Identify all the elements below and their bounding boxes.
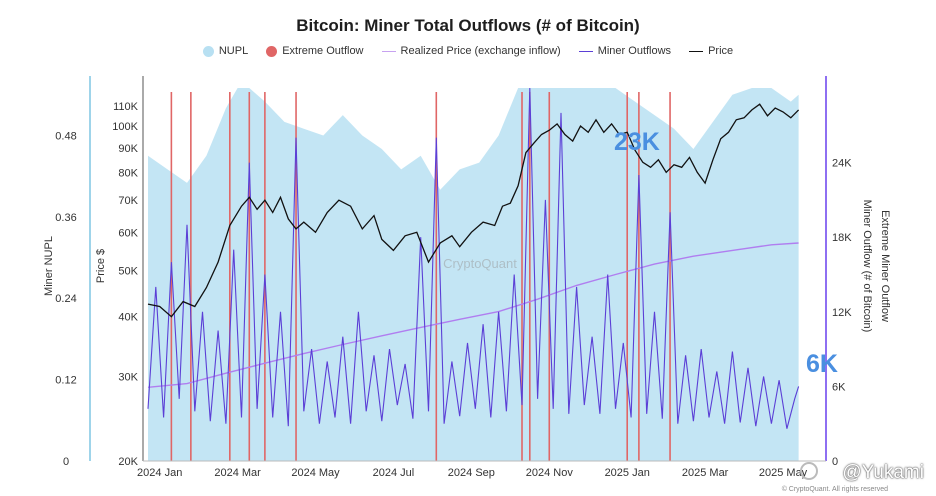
extreme-outflow-dot-icon xyxy=(266,45,278,57)
x-tick-label-2: 2024 May xyxy=(291,467,340,479)
price-layer xyxy=(147,103,800,318)
price-tick-label-2: 90K xyxy=(118,143,138,155)
annotation-6k: 6K xyxy=(806,350,838,378)
price-axis-title: Price $ xyxy=(95,249,107,283)
legend-label-extreme-outflow: Extreme Outflow xyxy=(282,45,364,57)
chart-legend: NUPL Extreme Outflow Realized Price (exc… xyxy=(0,45,936,57)
legend-label-price: Price xyxy=(708,45,734,57)
miner-outflows-layer xyxy=(147,87,800,429)
annotation-23k: 23K xyxy=(614,128,660,156)
x-tick-label-1: 2024 Mar xyxy=(214,467,261,479)
price-tick-label-7: 40K xyxy=(118,312,138,324)
nupl-tick-label-3: 0.12 xyxy=(55,375,76,387)
outflow-tick-label-3: 6K xyxy=(832,381,846,393)
nupl-tick-label-0: 0.48 xyxy=(55,130,76,142)
outflow-tick-label-0: 24K xyxy=(832,158,852,170)
weibo-logo-icon xyxy=(800,462,818,480)
legend-realized-price[interactable]: Realized Price (exchange inflow) xyxy=(381,45,561,57)
x-tick-label-5: 2024 Nov xyxy=(526,467,574,479)
watermark: CryptoQuant xyxy=(443,256,517,271)
price-tick-label-4: 70K xyxy=(118,195,138,207)
legend-nupl[interactable]: NUPL xyxy=(202,45,249,57)
axes-layer xyxy=(89,76,827,462)
price-tick-label-6: 50K xyxy=(118,265,138,277)
price-line-icon xyxy=(689,50,704,52)
outflow-tick-label-4: 0 xyxy=(832,456,838,468)
price-tick-label-8: 30K xyxy=(118,372,138,384)
x-tick-label-4: 2024 Sep xyxy=(448,467,495,479)
x-tick-label-6: 2025 Jan xyxy=(605,467,650,479)
copyright-footer: © CryptoQuant. All rights reserved xyxy=(781,486,888,493)
realized-price-line xyxy=(147,242,799,388)
legend-price[interactable]: Price xyxy=(689,45,733,57)
legend-miner-outflows[interactable]: Miner Outflows xyxy=(578,45,672,57)
x-tick-label-8: 2025 May xyxy=(759,467,808,479)
nupl-dot-icon xyxy=(202,45,214,57)
realized-price-line-icon xyxy=(381,50,396,52)
price-tick-label-9: 20K xyxy=(118,456,138,468)
outflow-axis-title: Miner Outflow (# of Bitcoin) xyxy=(861,200,873,333)
author-credit: @Yukami xyxy=(842,462,924,483)
price-tick-label-3: 80K xyxy=(118,167,138,179)
price-line xyxy=(147,103,800,318)
legend-label-miner-outflows: Miner Outflows xyxy=(597,45,672,57)
realized-price-layer xyxy=(147,242,799,388)
legend-extreme-outflow[interactable]: Extreme Outflow xyxy=(266,45,364,57)
price-tick-label-5: 60K xyxy=(118,227,138,239)
nupl-area-layer xyxy=(148,88,799,461)
extreme-axis-title: Extreme Miner Outflow xyxy=(879,210,891,322)
outflow-tick-label-1: 18K xyxy=(832,232,852,244)
legend-label-nupl: NUPL xyxy=(218,45,249,57)
extreme-outflow-bars xyxy=(170,92,671,461)
price-tick-label-0: 110K xyxy=(113,101,139,113)
x-tick-label-7: 2025 Mar xyxy=(682,467,729,479)
chart-title: Bitcoin: Miner Total Outflows (# of Bitc… xyxy=(296,16,640,35)
miner-outflows-line xyxy=(147,87,800,429)
x-tick-label-3: 2024 Jul xyxy=(373,467,415,479)
outflow-tick-label-2: 12K xyxy=(832,307,852,319)
nupl-tick-label-1: 0.36 xyxy=(55,212,76,224)
tick-labels: 0.48 0.36 0.24 0.12 0 110K 100K 90K 80K 70K 60K 50K… xyxy=(55,101,852,479)
miner-outflows-line-icon xyxy=(578,50,593,52)
nupl-tick-label-2: 0.24 xyxy=(55,293,76,305)
legend-label-realized-price: Realized Price (exchange inflow) xyxy=(400,45,561,57)
nupl-tick-label-4: 0 xyxy=(63,456,69,468)
nupl-area xyxy=(148,88,799,461)
x-tick-label-0: 2024 Jan xyxy=(137,467,182,479)
price-tick-label-1: 100K xyxy=(112,121,138,133)
nupl-axis-title: Miner NUPL xyxy=(43,236,55,296)
